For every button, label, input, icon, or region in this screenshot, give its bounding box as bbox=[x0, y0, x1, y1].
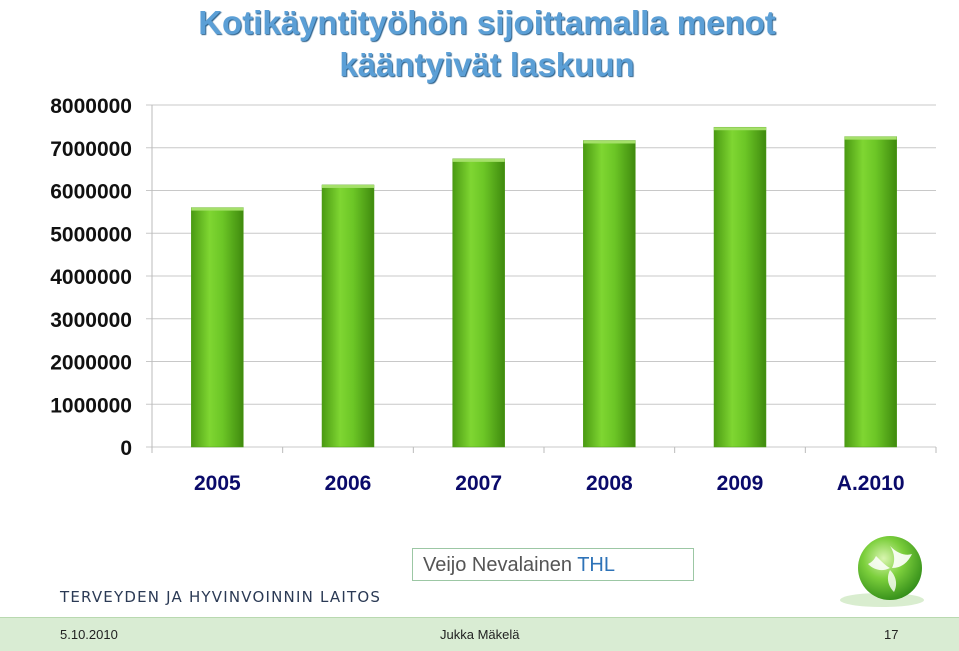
bar-2009 bbox=[713, 126, 767, 448]
bar-2006 bbox=[321, 184, 375, 448]
bar-highlight bbox=[844, 136, 897, 140]
bar-A.2010 bbox=[844, 136, 897, 448]
footer-date: 5.10.2010 bbox=[60, 627, 118, 642]
y-tick-label: 7000000 bbox=[50, 138, 132, 161]
y-tick-label: 6000000 bbox=[50, 181, 132, 204]
bars bbox=[191, 126, 897, 448]
bar-highlight bbox=[191, 207, 244, 211]
x-axis: 2005 2006 2007 2008 2009 A.2010 bbox=[151, 447, 937, 495]
footer-page-number: 17 bbox=[884, 627, 899, 642]
chart-title: Kotikäyntityöhön sijoittamalla menot kää… bbox=[0, 2, 959, 86]
chart-title-line-1: Kotikäyntityöhön sijoittamalla menot bbox=[198, 4, 776, 41]
y-tick-label: 8000000 bbox=[50, 95, 132, 118]
bar-highlight bbox=[714, 127, 766, 131]
bar-2005 bbox=[191, 207, 244, 448]
footer-presenter: Jukka Mäkelä bbox=[440, 627, 520, 642]
chart-title-line-2: kääntyivät laskuun bbox=[339, 46, 635, 83]
thl-leaf-logo-icon bbox=[840, 536, 924, 607]
x-tick-label: 2007 bbox=[455, 472, 502, 495]
x-tick-label: 2008 bbox=[586, 472, 633, 495]
grid-lines bbox=[146, 104, 936, 448]
author-name: Veijo Nevalainen bbox=[423, 554, 572, 576]
x-tick-label: 2006 bbox=[325, 472, 372, 495]
bar-2007 bbox=[452, 158, 505, 448]
y-tick-label: 0 bbox=[120, 437, 132, 460]
bar-highlight bbox=[583, 140, 636, 144]
slide-footer: 5.10.2010 Jukka Mäkelä 17 bbox=[0, 617, 959, 651]
author-box: Veijo Nevalainen THL bbox=[412, 548, 694, 581]
bar-highlight bbox=[322, 184, 374, 188]
x-tick-label: 2005 bbox=[194, 472, 241, 495]
y-tick-label: 1000000 bbox=[50, 394, 132, 417]
y-tick-label: 3000000 bbox=[50, 309, 132, 332]
x-tick-label: A.2010 bbox=[837, 472, 905, 495]
bar-chart: 0 1000000 2000000 3000000 4000000 5000000 6000… bbox=[50, 95, 937, 495]
x-tick-label: 2009 bbox=[717, 472, 764, 495]
y-tick-label: 5000000 bbox=[50, 223, 132, 246]
bar-highlight bbox=[452, 158, 505, 162]
author-org: THL bbox=[577, 554, 615, 576]
organization-name: TERVEYDEN JA HYVINVOINNIN LAITOS bbox=[60, 588, 382, 606]
y-tick-label: 4000000 bbox=[50, 266, 132, 289]
y-tick-label: 2000000 bbox=[50, 352, 132, 375]
bar-2008 bbox=[583, 140, 636, 448]
y-axis: 0 1000000 2000000 3000000 4000000 5000000 6000… bbox=[50, 95, 132, 460]
